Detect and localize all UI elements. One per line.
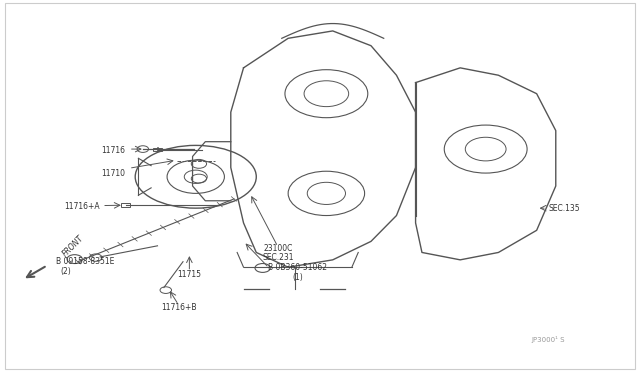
Text: 11715: 11715 xyxy=(177,270,202,279)
Text: SEC.231: SEC.231 xyxy=(263,253,294,263)
Text: 23100C: 23100C xyxy=(264,244,293,253)
Text: SEC.135: SEC.135 xyxy=(548,203,580,213)
Text: (1): (1) xyxy=(292,273,303,282)
Text: B 09158-8351E: B 09158-8351E xyxy=(56,257,114,266)
Circle shape xyxy=(90,254,102,261)
Text: 11716+A: 11716+A xyxy=(65,202,100,211)
Text: (2): (2) xyxy=(60,267,71,276)
Circle shape xyxy=(137,146,148,153)
Text: FRONT: FRONT xyxy=(61,233,86,258)
Text: 11716: 11716 xyxy=(102,147,125,155)
Text: JP3000¹ S: JP3000¹ S xyxy=(532,336,565,343)
Bar xyxy=(121,203,130,207)
Text: 11710: 11710 xyxy=(102,169,125,177)
Text: B 0B360-51062: B 0B360-51062 xyxy=(268,263,327,272)
Circle shape xyxy=(160,287,172,294)
Text: 11716+B: 11716+B xyxy=(161,303,196,312)
Bar xyxy=(153,148,162,151)
